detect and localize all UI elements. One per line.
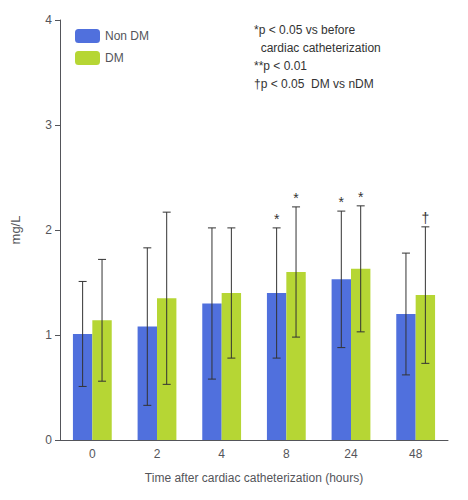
svg-text:**p < 0.01: **p < 0.01 xyxy=(254,59,307,73)
svg-text:†: † xyxy=(421,210,429,226)
svg-text:*: * xyxy=(293,190,299,206)
svg-text:2: 2 xyxy=(154,447,161,461)
svg-text:24: 24 xyxy=(344,447,358,461)
svg-text:Time after cardiac catheteriza: Time after cardiac catheterization (hour… xyxy=(145,471,363,485)
svg-text:*: * xyxy=(274,211,280,227)
svg-text:mg/L: mg/L xyxy=(8,216,23,245)
svg-text:3: 3 xyxy=(45,118,52,132)
svg-text:8: 8 xyxy=(283,447,290,461)
svg-text:DM: DM xyxy=(105,51,124,65)
svg-text:4: 4 xyxy=(218,447,225,461)
svg-text:48: 48 xyxy=(409,447,423,461)
svg-text:1: 1 xyxy=(45,328,52,342)
svg-text:*p < 0.05 vs before: *p < 0.05 vs before xyxy=(254,23,355,37)
svg-text:2: 2 xyxy=(45,223,52,237)
svg-text:cardiac catheterization: cardiac catheterization xyxy=(254,41,381,55)
svg-text:†p < 0.05 DM vs nDM: †p < 0.05 DM vs nDM xyxy=(254,77,374,91)
svg-text:*: * xyxy=(358,189,364,205)
svg-text:0: 0 xyxy=(45,433,52,447)
svg-text:0: 0 xyxy=(89,447,96,461)
svg-text:Non DM: Non DM xyxy=(105,29,149,43)
svg-text:*: * xyxy=(339,194,345,210)
svg-text:4: 4 xyxy=(45,13,52,27)
